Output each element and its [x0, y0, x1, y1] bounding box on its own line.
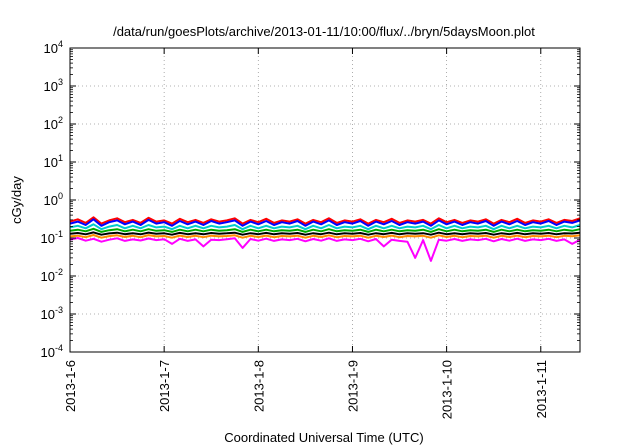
series-line — [69, 237, 581, 262]
grid — [70, 48, 580, 352]
y-tick-label: 10-2 — [41, 267, 63, 284]
x-axis-label: Coordinated Universal Time (UTC) — [224, 430, 423, 445]
x-tick-label: 2013-1-9 — [345, 360, 360, 412]
x-tick-label: 2013-1-7 — [157, 360, 172, 412]
axes: 10-4 10-3 10-2 10-1 100 101 102 103 104 2013-1-6 2… — [41, 39, 580, 419]
x-tick-label: 2013-1-8 — [251, 360, 266, 412]
series-layer — [69, 216, 581, 262]
y-axis-label: cGy/day — [9, 176, 24, 224]
series-line — [69, 227, 581, 233]
y-tick-label: 100 — [44, 191, 63, 208]
y-tick-label: 10-4 — [41, 343, 63, 360]
series-line — [69, 218, 581, 227]
y-tick-label: 10-3 — [41, 305, 63, 322]
x-tick-label: 2013-1-10 — [440, 360, 455, 419]
series-line — [69, 216, 581, 225]
y-tick-label: 101 — [44, 153, 63, 170]
y-tick-label: 10-1 — [41, 229, 63, 246]
series-line — [69, 234, 581, 239]
y-tick-label: 102 — [44, 115, 63, 132]
x-tick-label: 2013-1-11 — [534, 360, 549, 418]
y-tick-label: 103 — [44, 77, 63, 94]
x-tick-label: 2013-1-6 — [63, 360, 78, 412]
series-line — [69, 223, 581, 231]
series-line — [69, 231, 581, 236]
y-tick-label: 104 — [44, 39, 63, 56]
chart-title: /data/run/goesPlots/archive/2013-01-11/1… — [113, 24, 535, 39]
